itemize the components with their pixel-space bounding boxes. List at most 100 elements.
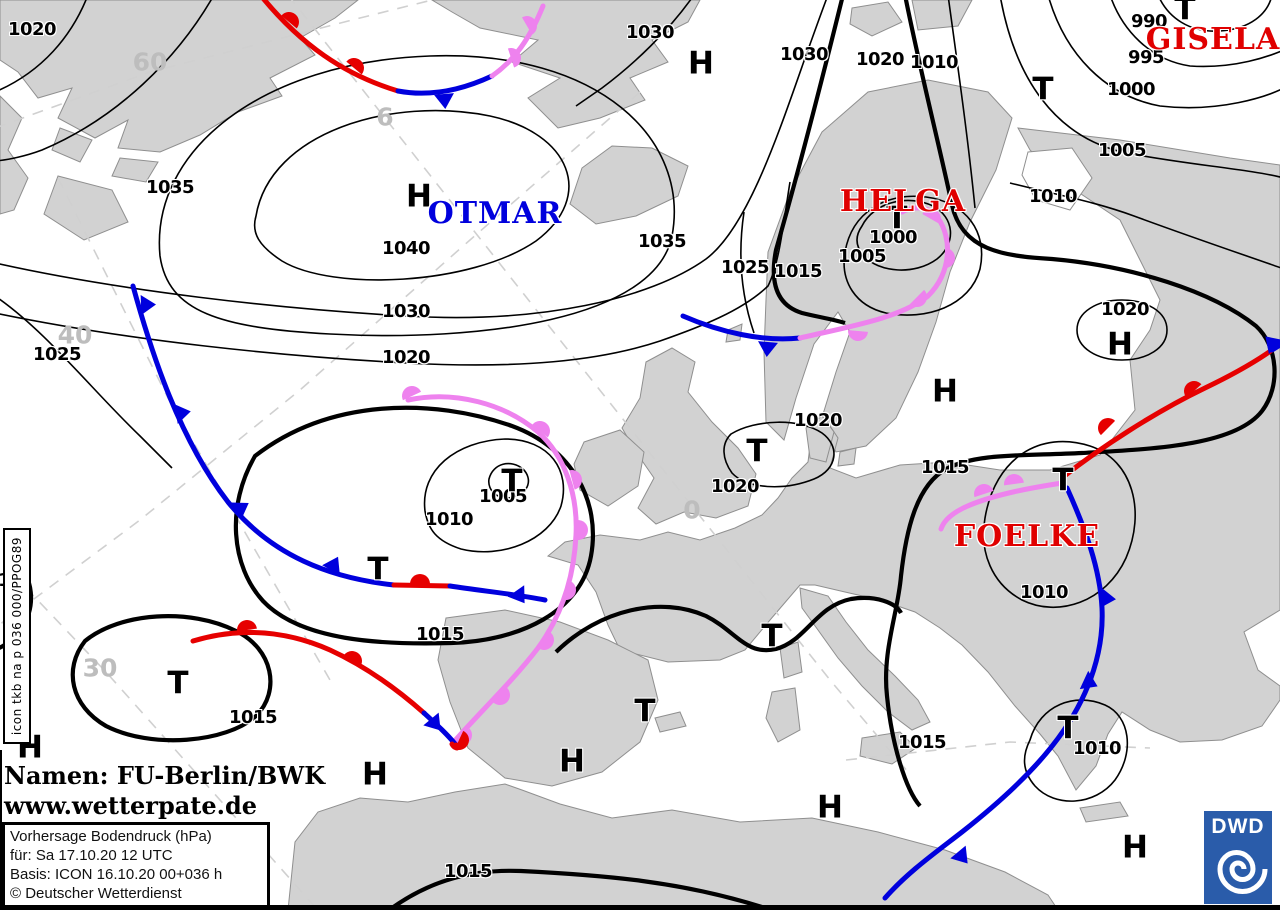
isobar-1005-helga — [843, 195, 983, 316]
graticule-label: 6 — [376, 102, 394, 132]
info-product-line: Vorhersage Bodendruck (hPa) — [10, 828, 212, 845]
islets-1 — [51, 127, 93, 163]
low-center-symbol: T — [1174, 0, 1196, 28]
occluded-front-foelke — [938, 480, 1065, 532]
isobar-1035 — [158, 55, 675, 337]
isobar-1030b — [575, 0, 692, 107]
low-center-symbol: T — [634, 693, 656, 730]
product-code-text: icon tkb na p 036 000/PPOG89 — [10, 536, 24, 736]
isobar-label: 1035 — [145, 177, 195, 198]
credits-block: Namen: FU-Berlin/BWK www.wetterpate.de — [4, 761, 325, 821]
continental-europe — [546, 127, 1280, 791]
italy — [799, 587, 931, 731]
low-center-symbol: T — [761, 618, 783, 655]
isobar-1000-helga — [856, 199, 952, 271]
isobar-label: 990 — [1130, 11, 1168, 32]
cold-front-foelke — [882, 485, 1105, 901]
isobar-1010-top — [947, 0, 976, 209]
isobar — [0, 0, 212, 162]
high-center-symbol: H — [688, 45, 714, 82]
isobar-label: 1015 — [920, 457, 970, 478]
isobar-1040 — [253, 109, 570, 281]
scandinavia — [763, 79, 1013, 453]
occluded-front-helga — [797, 205, 950, 341]
credits-names: Namen: FU-Berlin/BWK — [4, 761, 326, 790]
high-center-symbol: H — [1107, 326, 1133, 363]
high-center-symbol: H — [559, 743, 585, 780]
graticule-line — [845, 741, 1151, 761]
high-center-symbol: H — [817, 789, 843, 826]
isobar-label: 1020 — [855, 49, 905, 70]
high-center-symbol: H — [362, 756, 388, 793]
isobar-label: 1015 — [773, 261, 823, 282]
info-basis-line: Basis: ICON 16.10.20 00+036 h — [10, 866, 223, 883]
isobar-1020-channel — [723, 421, 835, 488]
isobar-990-gisela — [1159, 0, 1272, 32]
isobar-label: 995 — [1127, 47, 1165, 68]
system-name-helga: HELGA — [839, 184, 967, 219]
graticule-label: 0 — [683, 495, 701, 525]
iceland — [569, 145, 689, 225]
dwd-logo-text: DWD — [1211, 815, 1265, 838]
isobar-1020-east — [1076, 299, 1168, 361]
isobar-label: 1020 — [793, 410, 843, 431]
isobar-label: 1030 — [381, 301, 431, 322]
isobar-label: 1025 — [32, 344, 82, 365]
isobar-label: 1005 — [478, 486, 528, 507]
map-frame-bottom — [0, 905, 1280, 910]
isobar-label: 1040 — [381, 238, 431, 259]
isobar-label: 1015 — [415, 624, 465, 645]
isobar-1015-africa — [390, 868, 766, 910]
isobar-label: 1010 — [424, 509, 474, 530]
isobar-1010-greece — [1023, 699, 1129, 802]
isobar-1025-norway — [740, 211, 755, 334]
isobar-layer — [0, 0, 1280, 802]
north-africa — [287, 783, 1059, 910]
graticule-label: 60 — [132, 47, 168, 77]
system-name-gisela: GISELA — [1145, 22, 1280, 57]
isobar-label: 1015 — [228, 707, 278, 728]
warm-front-iberia — [190, 629, 427, 716]
info-valid-line: für: Sa 17.10.20 12 UTC — [10, 847, 173, 864]
high-center-symbol: H — [406, 178, 432, 215]
ireland — [573, 429, 645, 507]
isobar-1005-gisela — [1000, 0, 1280, 178]
isobar-1030 — [0, 0, 827, 319]
warm-front-greenland — [261, 0, 401, 94]
low-center-symbol: T — [367, 551, 389, 588]
isobar-label: 1015 — [897, 732, 947, 753]
isobar-995-gisela — [1111, 0, 1280, 68]
low-center-symbol: T — [1052, 462, 1074, 499]
islets-2 — [111, 157, 159, 183]
cold-front-norway — [680, 313, 803, 342]
graticule-line — [0, 0, 436, 128]
isobar-label: 1015 — [443, 861, 493, 882]
isobar-1010-right — [1009, 182, 1280, 269]
isobar-label: 1025 — [720, 257, 770, 278]
cold-front-greenland — [395, 73, 495, 96]
cold-front-atlantic — [130, 283, 397, 588]
low-center-symbol: T — [746, 433, 768, 470]
info-copyright-line: © Deutscher Wetterdienst — [10, 885, 182, 902]
front-layer — [130, 0, 1280, 901]
product-code-box: icon tkb na p 036 000/PPOG89 — [3, 528, 31, 744]
isobar-label: 1020 — [381, 347, 431, 368]
isobar-label: 1005 — [1097, 140, 1147, 161]
graticule-label: 40 — [57, 320, 93, 350]
graticule-label: 30 — [82, 653, 118, 683]
low-center-symbol: T — [501, 463, 523, 500]
white-sea — [1021, 147, 1093, 211]
high-center-symbol: H — [1122, 829, 1148, 866]
svalbard-1 — [849, 1, 903, 37]
iberia — [437, 609, 659, 787]
isobar-label: 1020 — [1100, 299, 1150, 320]
greenland-east — [431, 0, 701, 129]
isobar — [0, 0, 87, 91]
isobar-label: 1020 — [7, 19, 57, 40]
isobar-label: 1010 — [1019, 582, 1069, 603]
graticule-line — [0, 91, 641, 626]
